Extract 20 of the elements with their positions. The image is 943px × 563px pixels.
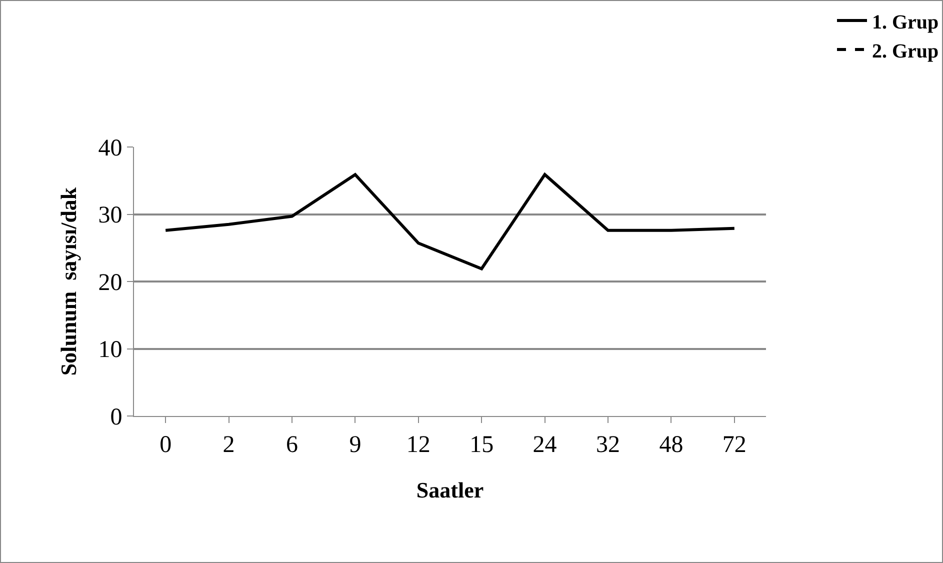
legend-label: 1. Grup xyxy=(872,11,939,34)
y-tick-label: 10 xyxy=(98,337,122,364)
x-tick-label: 48 xyxy=(659,432,684,458)
x-tick-label: 32 xyxy=(596,432,620,458)
x-tick-label: 0 xyxy=(160,432,172,458)
y-axis-title: Solunum sayısı/dak xyxy=(56,186,81,376)
x-tick-label: 24 xyxy=(532,432,557,458)
y-tick-label: 0 xyxy=(110,404,122,430)
x-tick-label: 2 xyxy=(222,432,235,458)
x-tick-label: 9 xyxy=(349,432,362,458)
legend-label: 2. Grup xyxy=(872,40,939,62)
y-tick-label: 20 xyxy=(98,270,122,296)
line-series xyxy=(164,173,736,270)
x-tick-label: 72 xyxy=(722,432,746,458)
y-tick-label: 40 xyxy=(98,135,122,162)
x-tick-label: 6 xyxy=(286,432,298,458)
x-tick-label: 15 xyxy=(470,432,494,458)
x-tick-label: 12 xyxy=(406,432,430,458)
y-tick-label: 30 xyxy=(98,202,122,229)
x-axis-title: Saatler xyxy=(416,478,484,503)
